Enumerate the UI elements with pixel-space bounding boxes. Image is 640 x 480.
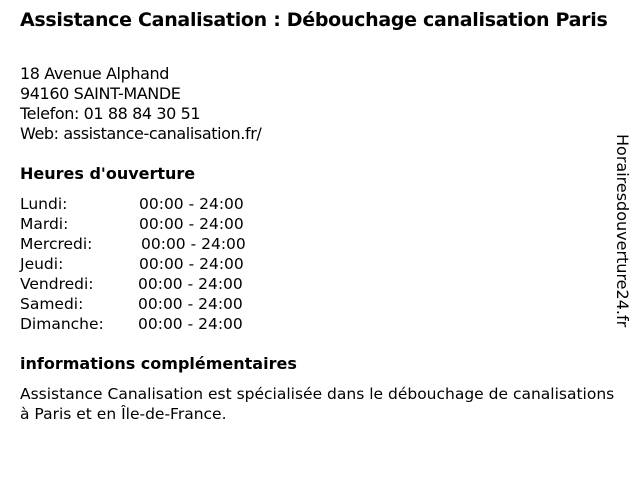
time-range: 00:00 - 24:00 <box>139 215 244 233</box>
day-label: Lundi: <box>20 195 68 213</box>
website: Web: assistance-canalisation.fr/ <box>20 124 262 143</box>
hours-row: Vendredi: 00:00 - 24:00 <box>20 274 243 294</box>
hours-row: Jeudi: 00:00 - 24:00 <box>20 254 244 274</box>
phone: Telefon: 01 88 84 30 51 <box>20 104 201 123</box>
city: 94160 SAINT-MANDE <box>20 84 181 103</box>
site-watermark: Horairesdouverture24.fr <box>613 134 632 328</box>
info-text: Assistance Canalisation est spécialisée … <box>20 385 615 423</box>
hours-row: Samedi: 00:00 - 24:00 <box>20 294 243 314</box>
day-label: Mardi: <box>20 215 69 233</box>
day-label: Mercredi: <box>20 235 93 253</box>
address-block: 18 Avenue Alphand 94160 SAINT-MANDE Tele… <box>20 64 262 144</box>
hours-row: Lundi: 00:00 - 24:00 <box>20 194 244 214</box>
hours-heading: Heures d'ouverture <box>20 164 196 183</box>
time-range: 00:00 - 24:00 <box>141 235 246 253</box>
street: 18 Avenue Alphand <box>20 64 169 83</box>
day-label: Dimanche: <box>20 315 104 333</box>
day-label: Vendredi: <box>20 275 94 293</box>
hours-row: Dimanche: 00:00 - 24:00 <box>20 314 243 334</box>
time-range: 00:00 - 24:00 <box>139 255 244 273</box>
time-range: 00:00 - 24:00 <box>138 275 243 293</box>
hours-row: Mercredi: 00:00 - 24:00 <box>20 234 246 254</box>
hours-table: Lundi: 00:00 - 24:00 Mardi: 00:00 - 24:00 … <box>20 194 246 334</box>
time-range: 00:00 - 24:00 <box>139 195 244 213</box>
hours-row: Mardi: 00:00 - 24:00 <box>20 214 244 234</box>
info-heading: informations complémentaires <box>20 354 297 373</box>
day-label: Samedi: <box>20 295 84 313</box>
day-label: Jeudi: <box>20 255 64 273</box>
page-title: Assistance Canalisation : Débouchage can… <box>20 9 608 31</box>
time-range: 00:00 - 24:00 <box>138 295 243 313</box>
time-range: 00:00 - 24:00 <box>138 315 243 333</box>
